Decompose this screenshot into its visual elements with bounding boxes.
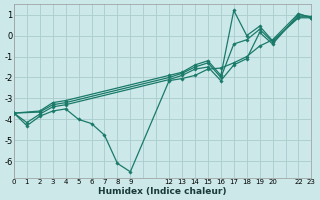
X-axis label: Humidex (Indice chaleur): Humidex (Indice chaleur) [99,187,227,196]
